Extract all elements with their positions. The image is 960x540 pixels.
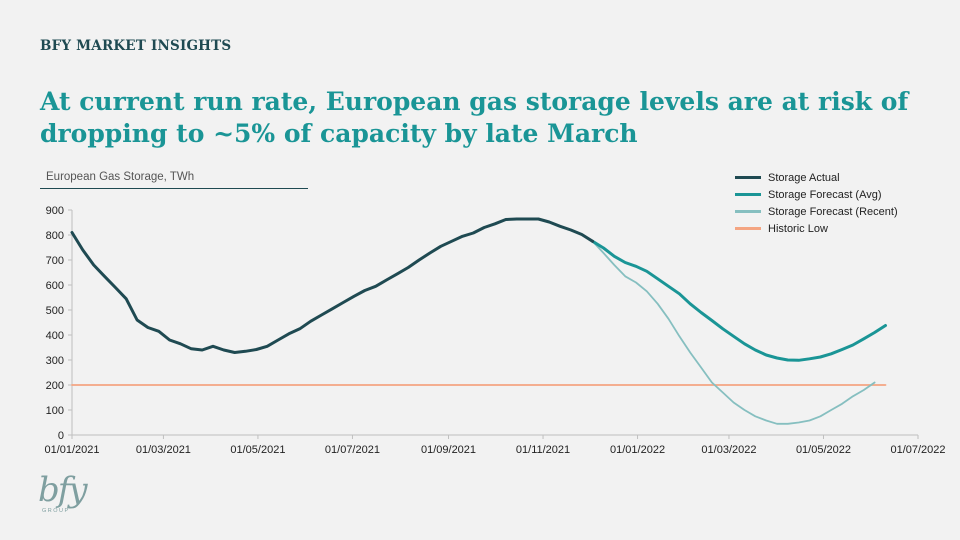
legend-label-forecast-avg: Storage Forecast (Avg) — [768, 188, 882, 201]
brand-title: BFY MARKET INSIGHTS — [40, 38, 232, 54]
legend-label-historic-low: Historic Low — [768, 222, 828, 235]
legend-item-actual: Storage Actual — [735, 169, 898, 186]
series-line-storage-actual — [70, 217, 595, 354]
legend: Storage Actual Storage Forecast (Avg) St… — [735, 169, 898, 237]
x-tick-label: 01/09/2021 — [421, 444, 476, 456]
legend-label-actual: Storage Actual — [768, 171, 840, 184]
legend-item-historic-low: Historic Low — [735, 220, 898, 237]
y-tick-label: 400 — [46, 330, 64, 342]
legend-swatch-forecast-recent — [735, 210, 761, 213]
company-logo: bfy GROUP — [38, 470, 108, 520]
chart-title-rule — [40, 188, 308, 189]
x-tick-label: 01/03/2022 — [701, 444, 756, 456]
x-tick-label: 01/01/2021 — [44, 444, 99, 456]
y-tick-label: 600 — [46, 280, 64, 292]
y-tick-label: 800 — [46, 230, 64, 242]
y-tick-label: 700 — [46, 255, 64, 267]
x-tick-label: 01/05/2022 — [796, 444, 851, 456]
x-tick-label: 01/05/2021 — [230, 444, 285, 456]
y-tick-label: 900 — [46, 205, 64, 217]
x-tick-label: 01/03/2021 — [136, 444, 191, 456]
legend-swatch-historic-low — [735, 227, 761, 230]
logo-subtitle: GROUP — [42, 508, 70, 514]
legend-swatch-forecast-avg — [735, 193, 761, 196]
y-tick-label: 500 — [46, 305, 64, 317]
y-tick-label: 100 — [46, 405, 64, 417]
x-tick-label: 01/07/2022 — [890, 444, 945, 456]
y-tick-label: 0 — [58, 430, 64, 442]
series-line-forecast-recent — [591, 240, 876, 425]
x-tick-label: 01/11/2021 — [516, 444, 570, 456]
y-tick-label: 200 — [46, 380, 64, 392]
logo-mark: bfy — [38, 470, 88, 510]
headline: At current run rate, European gas storag… — [40, 87, 909, 148]
y-tick-label: 300 — [46, 355, 64, 367]
x-tick-label: 01/01/2022 — [610, 444, 665, 456]
legend-swatch-actual — [735, 176, 761, 179]
x-tick-label: 01/07/2021 — [325, 444, 380, 456]
legend-item-forecast-recent: Storage Forecast (Recent) — [735, 203, 898, 220]
chart-title: European Gas Storage, TWh — [46, 171, 195, 183]
legend-item-forecast-avg: Storage Forecast (Avg) — [735, 186, 898, 203]
legend-label-forecast-recent: Storage Forecast (Recent) — [768, 205, 898, 218]
series-line-forecast-avg — [591, 239, 887, 362]
